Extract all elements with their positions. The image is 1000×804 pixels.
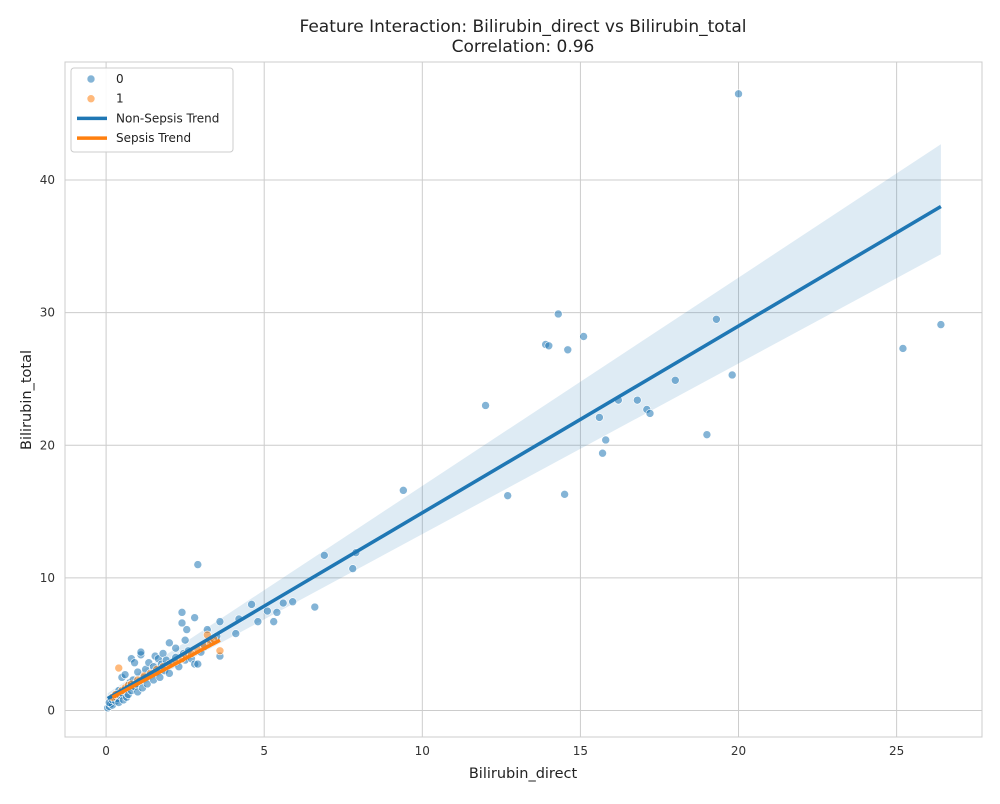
y-tick-label: 20 [40,438,55,452]
confidence-band [107,144,941,704]
legend-label: 1 [116,92,124,106]
data-point-non-sepsis [503,491,512,500]
data-point-non-sepsis [231,629,241,638]
x-tick-label: 15 [573,744,588,758]
data-point-non-sepsis [120,670,130,679]
sepsis-trend-line [111,638,221,699]
data-point-non-sepsis [563,345,573,355]
data-point-non-sepsis [180,635,190,645]
x-tick-label: 5 [260,744,268,758]
data-point-non-sepsis [560,490,569,499]
y-tick-label: 0 [47,703,55,717]
data-point-non-sepsis [278,598,288,608]
data-point-non-sepsis [190,613,199,622]
data-point-non-sepsis [734,89,743,99]
y-tick-label: 40 [40,173,55,187]
data-point-non-sepsis [544,341,554,351]
x-tick-label: 20 [731,744,746,758]
data-point-non-sepsis [936,320,946,329]
data-point-non-sepsis [481,401,490,410]
data-point-non-sepsis [263,606,272,616]
legend-label: Sepsis Trend [116,131,191,145]
data-point-non-sepsis [177,618,187,628]
data-point-non-sepsis [177,608,187,617]
legend-label: Non-Sepsis Trend [116,111,219,125]
legend-marker [86,74,96,84]
data-point-non-sepsis [702,430,712,439]
data-point-non-sepsis [310,602,320,612]
x-tick-label: 10 [415,744,430,758]
data-point-non-sepsis [165,669,174,678]
data-point-non-sepsis [645,409,655,418]
data-point-non-sepsis [253,617,263,626]
data-point-non-sepsis [288,597,297,607]
data-point-non-sepsis [898,344,908,353]
data-point-non-sepsis [712,314,721,324]
x-tick-label: 25 [889,744,904,758]
data-point-non-sepsis [601,435,611,445]
data-point-non-sepsis [269,617,278,626]
data-point-non-sepsis [399,486,408,495]
data-point-non-sepsis [136,647,146,657]
x-tick-label: 0 [102,744,110,758]
plot-frame [64,61,983,738]
legend-marker [86,94,96,103]
data-point-non-sepsis [247,600,256,609]
data-point-non-sepsis [272,608,282,617]
y-tick-label: 30 [40,306,55,320]
data-point-non-sepsis [598,448,607,458]
legend-label: 0 [116,72,124,86]
non-sepsis-trend-line [106,205,942,701]
data-point-non-sepsis [727,370,737,380]
data-point-non-sepsis [130,658,139,668]
y-tick-label: 10 [40,571,55,585]
y-axis-label: Bilirubin_total [19,350,35,450]
data-point-non-sepsis [633,395,642,405]
data-point-non-sepsis [579,332,588,341]
data-point-non-sepsis [348,564,358,573]
data-point-non-sepsis [670,375,680,385]
chart-title: Feature Interaction: Bilirubin_direct vs… [300,17,747,37]
chart-subtitle: Correlation: 0.96 [452,37,595,57]
data-point-non-sepsis [553,309,563,319]
x-axis-label: Bilirubin_direct [469,766,578,782]
data-point-non-sepsis [171,643,180,653]
data-point-non-sepsis [193,560,203,569]
data-point-non-sepsis [215,617,225,626]
data-point-sepsis [114,663,124,673]
data-point-non-sepsis [165,638,174,648]
data-point-non-sepsis [595,413,604,422]
data-point-non-sepsis [193,659,203,669]
data-point-non-sepsis [182,625,192,634]
data-point-sepsis [215,646,225,656]
data-point-non-sepsis [319,551,329,560]
legend-box [70,67,234,153]
legend: 0 1 Non-Sepsis Trend Sepsis Trend [70,67,234,153]
